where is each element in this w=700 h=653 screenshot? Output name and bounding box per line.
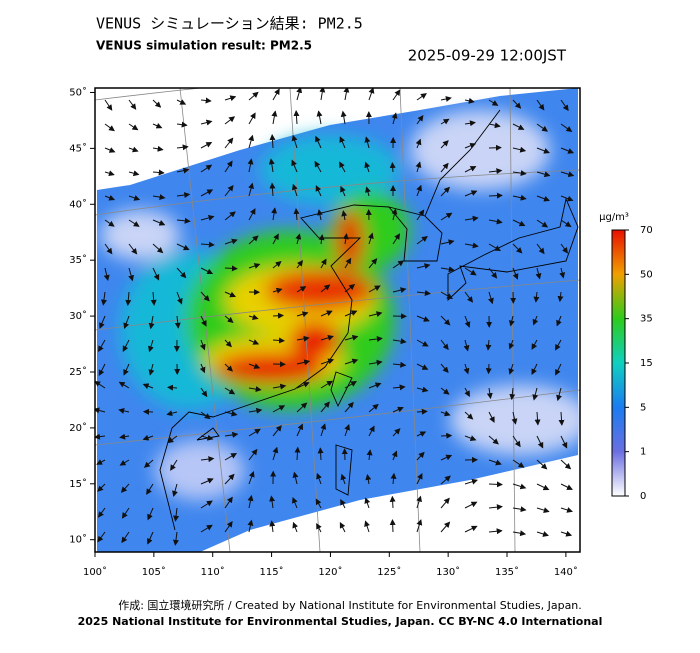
colorbar-tick-label: 5 [640,402,646,413]
y-tick-label: 25˚ [69,366,87,378]
colorbar-unit: μg/m³ [599,212,629,223]
y-tick-label: 20˚ [69,422,87,434]
wind-arrow [489,195,502,196]
x-tick-label: 120˚ [318,566,342,578]
y-tick-label: 40˚ [69,198,87,210]
x-tick-label: 125˚ [377,566,401,578]
title-en: VENUS simulation result: PM2.5 [96,39,312,53]
x-tick-label: 135˚ [495,566,519,578]
y-tick-label: 50˚ [69,86,87,98]
colorbar-tick-label: 70 [640,225,653,236]
wind-arrow [225,268,237,269]
timestamp: 2025-09-29 12:00JST [408,47,567,65]
x-tick-label: 140˚ [554,566,578,578]
license: 2025 National Institute for Environmenta… [78,615,603,628]
wind-arrow [417,411,427,412]
y-tick-label: 15˚ [69,478,87,490]
wind-arrow [168,387,177,388]
wind-arrow [392,520,393,532]
colorbar-tick-label: 50 [640,269,653,280]
wind-arrow [273,315,283,316]
x-tick-label: 115˚ [260,566,284,578]
map-area [94,60,590,552]
wind-arrow [392,497,393,508]
colorbar-tick-label: 15 [640,358,653,369]
wind-arrow [320,448,321,460]
colorbar [612,230,625,496]
x-tick-label: 100˚ [83,566,107,578]
y-tick-label: 35˚ [69,254,87,266]
x-tick-label: 130˚ [436,566,460,578]
y-tick-label: 10˚ [69,534,87,546]
title-jp: VENUS シミュレーション結果: PM2.5 [96,15,363,33]
credit: 作成: 国立環境研究所 / Created by National Instit… [118,598,582,612]
wind-arrow [392,163,393,172]
colorbar-tick-label: 35 [640,314,653,325]
colorbar-tick-label: 0 [640,491,646,502]
x-tick-label: 110˚ [201,566,225,578]
y-tick-label: 30˚ [69,310,87,322]
colorbar-tick-label: 1 [640,447,646,458]
wind-arrow [489,484,502,485]
y-tick-label: 45˚ [69,142,87,154]
wind-arrow [488,364,489,373]
x-tick-label: 105˚ [142,566,166,578]
